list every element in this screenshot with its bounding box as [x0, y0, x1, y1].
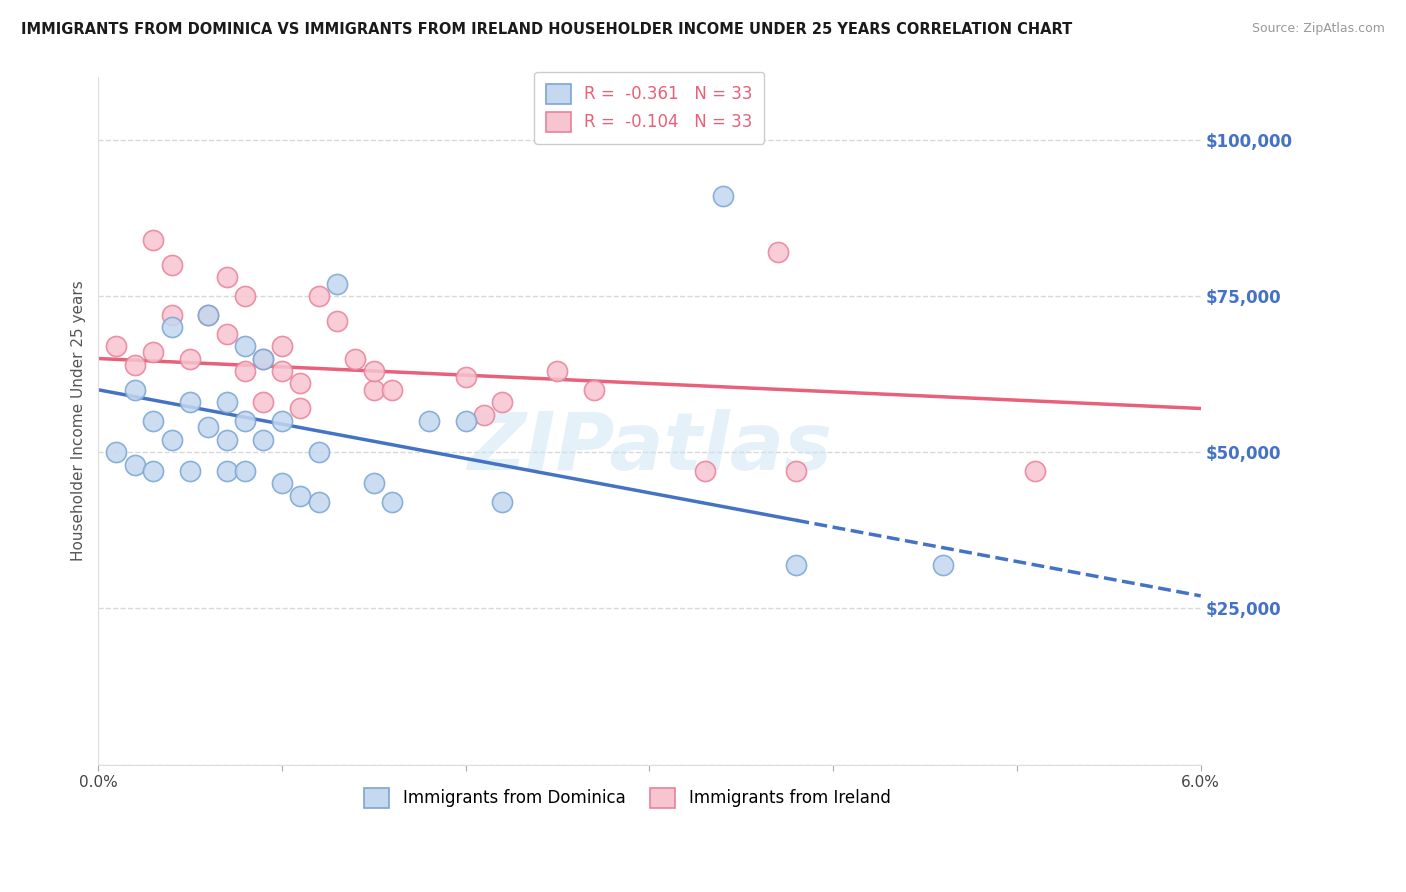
Point	[381, 495, 404, 509]
Point	[270, 414, 292, 428]
Point	[252, 433, 274, 447]
Point	[233, 289, 256, 303]
Point	[197, 420, 219, 434]
Point	[197, 308, 219, 322]
Point	[105, 339, 128, 353]
Point	[233, 414, 256, 428]
Point	[124, 458, 146, 472]
Point	[179, 464, 201, 478]
Point	[215, 433, 238, 447]
Legend: Immigrants from Dominica, Immigrants from Ireland: Immigrants from Dominica, Immigrants fro…	[357, 780, 897, 814]
Point	[215, 464, 238, 478]
Point	[290, 376, 312, 391]
Point	[326, 314, 349, 328]
Point	[766, 245, 789, 260]
Point	[124, 358, 146, 372]
Point	[491, 495, 513, 509]
Point	[233, 364, 256, 378]
Point	[142, 233, 165, 247]
Point	[270, 364, 292, 378]
Point	[179, 395, 201, 409]
Point	[363, 364, 385, 378]
Point	[233, 464, 256, 478]
Point	[308, 495, 330, 509]
Point	[785, 464, 807, 478]
Point	[472, 408, 495, 422]
Point	[454, 370, 477, 384]
Point	[363, 476, 385, 491]
Point	[290, 489, 312, 503]
Point	[381, 383, 404, 397]
Point	[344, 351, 367, 366]
Point	[197, 308, 219, 322]
Y-axis label: Householder Income Under 25 years: Householder Income Under 25 years	[72, 281, 86, 561]
Point	[454, 414, 477, 428]
Text: IMMIGRANTS FROM DOMINICA VS IMMIGRANTS FROM IRELAND HOUSEHOLDER INCOME UNDER 25 : IMMIGRANTS FROM DOMINICA VS IMMIGRANTS F…	[21, 22, 1073, 37]
Point	[160, 258, 183, 272]
Point	[290, 401, 312, 416]
Point	[142, 464, 165, 478]
Point	[233, 339, 256, 353]
Point	[252, 395, 274, 409]
Point	[326, 277, 349, 291]
Point	[124, 383, 146, 397]
Point	[547, 364, 569, 378]
Point	[142, 345, 165, 359]
Text: ZIPatlas: ZIPatlas	[467, 409, 832, 487]
Point	[308, 289, 330, 303]
Point	[418, 414, 440, 428]
Point	[491, 395, 513, 409]
Point	[105, 445, 128, 459]
Point	[785, 558, 807, 572]
Point	[711, 189, 734, 203]
Text: Source: ZipAtlas.com: Source: ZipAtlas.com	[1251, 22, 1385, 36]
Point	[583, 383, 606, 397]
Point	[252, 351, 274, 366]
Point	[363, 383, 385, 397]
Point	[160, 320, 183, 334]
Point	[270, 339, 292, 353]
Point	[270, 476, 292, 491]
Point	[215, 326, 238, 341]
Point	[1024, 464, 1046, 478]
Point	[308, 445, 330, 459]
Point	[693, 464, 716, 478]
Point	[215, 395, 238, 409]
Point	[932, 558, 955, 572]
Point	[142, 414, 165, 428]
Point	[179, 351, 201, 366]
Point	[160, 308, 183, 322]
Point	[215, 270, 238, 285]
Point	[160, 433, 183, 447]
Point	[252, 351, 274, 366]
